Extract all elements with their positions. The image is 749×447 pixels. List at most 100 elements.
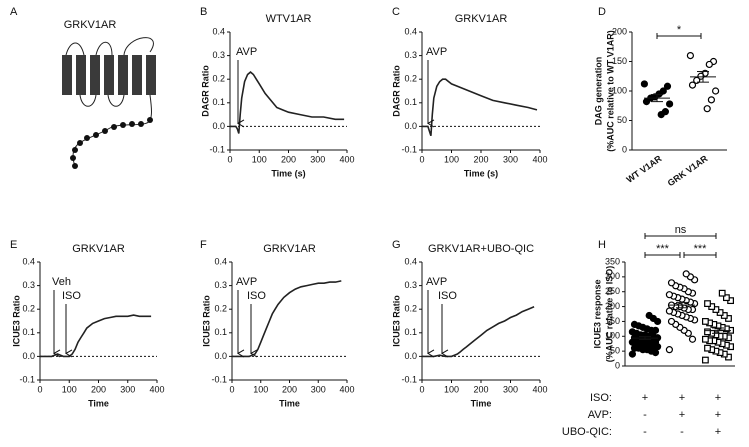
x-tick-label: 300 (120, 384, 135, 394)
trace (422, 306, 535, 358)
chart-title: GRKV1AR (72, 243, 125, 255)
y-tick-label: 0.1 (22, 327, 35, 337)
y-tick-label: 0.4 (404, 26, 417, 36)
point (682, 270, 690, 278)
annotation: ISO (438, 290, 457, 302)
point (704, 344, 711, 352)
point (628, 350, 637, 358)
chart-title: GRKV1AR (263, 243, 316, 255)
x-axis-label: Time (s) (464, 168, 498, 178)
panel-letter: C (392, 6, 400, 18)
point (701, 335, 709, 343)
trace (40, 314, 152, 358)
x-tick-label: 100 (444, 384, 459, 394)
y-tick-label: 0.2 (214, 304, 227, 314)
condition-sign: + (642, 392, 648, 404)
condition-label: AVP: (588, 409, 612, 421)
y-tick-label: 0 (615, 360, 620, 370)
y-tick-label: 0 (622, 144, 627, 154)
condition-sign: - (643, 409, 647, 421)
x-tick-label: 0 (227, 154, 232, 164)
y-tick-label: 100 (612, 85, 627, 95)
y-tick-label: 0.3 (22, 280, 35, 290)
x-axis-label: Time (279, 398, 300, 408)
x-tick-label: 100 (444, 154, 459, 164)
helices (62, 55, 156, 95)
condition-sign: - (680, 426, 684, 438)
significance: *** (656, 243, 670, 255)
y-axis-label: (%AUC relative to WT V1AR) (605, 30, 615, 152)
chart-title: GRKV1AR (455, 13, 508, 25)
point (645, 311, 653, 320)
point (665, 291, 674, 299)
point (665, 346, 674, 354)
point (665, 100, 674, 108)
y-tick-label: 200 (612, 26, 627, 36)
y-axis-label: ICUE3 Ratio (11, 295, 21, 347)
annotation: AVP (236, 276, 257, 288)
trace (230, 71, 345, 134)
y-axis-label: ICUE3 response (592, 279, 602, 348)
y-tick-label: 50 (617, 115, 627, 125)
y-tick-label: 0.3 (404, 50, 417, 60)
y-tick-label: 0.1 (404, 97, 417, 107)
x-tick-label: 0 (37, 384, 42, 394)
point (688, 81, 697, 89)
x-tick-label: WT V1AR (625, 153, 664, 185)
annotation: AVP (426, 46, 447, 58)
y-tick-label: 0.4 (212, 26, 225, 36)
x-tick-label: 400 (339, 384, 354, 394)
x-tick-label: 300 (503, 384, 518, 394)
x-tick-label: 100 (62, 384, 77, 394)
x-tick-label: 100 (252, 154, 267, 164)
intracellular-loops (72, 94, 152, 167)
receptor-diagram: GRKV1AR (62, 19, 156, 169)
panel-letter: E (10, 239, 17, 251)
x-tick-label: 200 (281, 154, 296, 164)
point (704, 300, 711, 307)
condition-sign: + (715, 426, 721, 438)
annotation: AVP (426, 276, 447, 288)
significance: *** (694, 243, 708, 255)
panel-letter: B (200, 6, 207, 18)
y-tick-label: -0.1 (401, 144, 417, 154)
x-tick-label: 300 (503, 154, 518, 164)
significance: ns (675, 224, 687, 236)
y-tick-label: -0.1 (209, 144, 225, 154)
point (657, 110, 665, 119)
diagram-label: GRKV1AR (64, 19, 117, 31)
significance: * (677, 24, 682, 36)
y-tick-label: 0.0 (212, 121, 225, 131)
y-tick-label: 100 (605, 331, 620, 341)
y-tick-label: 0.4 (404, 256, 417, 266)
point (701, 318, 709, 325)
y-axis-label: ICUE3 Ratio (201, 295, 211, 347)
x-tick-label: 300 (311, 384, 326, 394)
condition-sign: + (679, 409, 685, 421)
y-tick-label: 0.4 (214, 256, 227, 266)
y-tick-label: 0.2 (404, 74, 417, 84)
x-axis-label: Time (s) (271, 168, 305, 178)
y-tick-label: -0.1 (19, 374, 35, 384)
point (667, 317, 676, 326)
annotation: AVP (236, 46, 257, 58)
y-tick-label: 50 (610, 346, 620, 356)
annotation: ISO (247, 290, 266, 302)
x-tick-label: 300 (310, 154, 325, 164)
chart-title: WTV1AR (266, 13, 312, 25)
condition-sign: + (715, 409, 721, 421)
point (703, 105, 711, 113)
x-tick-label: 200 (282, 384, 297, 394)
y-tick-label: 0.4 (22, 256, 35, 266)
y-tick-label: 250 (605, 286, 620, 296)
y-axis-label: DAGR Ratio (200, 65, 210, 117)
x-tick-label: GRK V1AR (666, 153, 710, 188)
extracellular-loops (65, 37, 154, 56)
annotation: Veh (52, 276, 71, 288)
point (704, 328, 711, 336)
condition-sign: + (679, 392, 685, 404)
condition-label: UBO-QIC: (562, 426, 612, 438)
y-tick-label: -0.1 (211, 374, 227, 384)
x-tick-label: 400 (339, 154, 354, 164)
y-tick-label: 0.1 (212, 97, 225, 107)
